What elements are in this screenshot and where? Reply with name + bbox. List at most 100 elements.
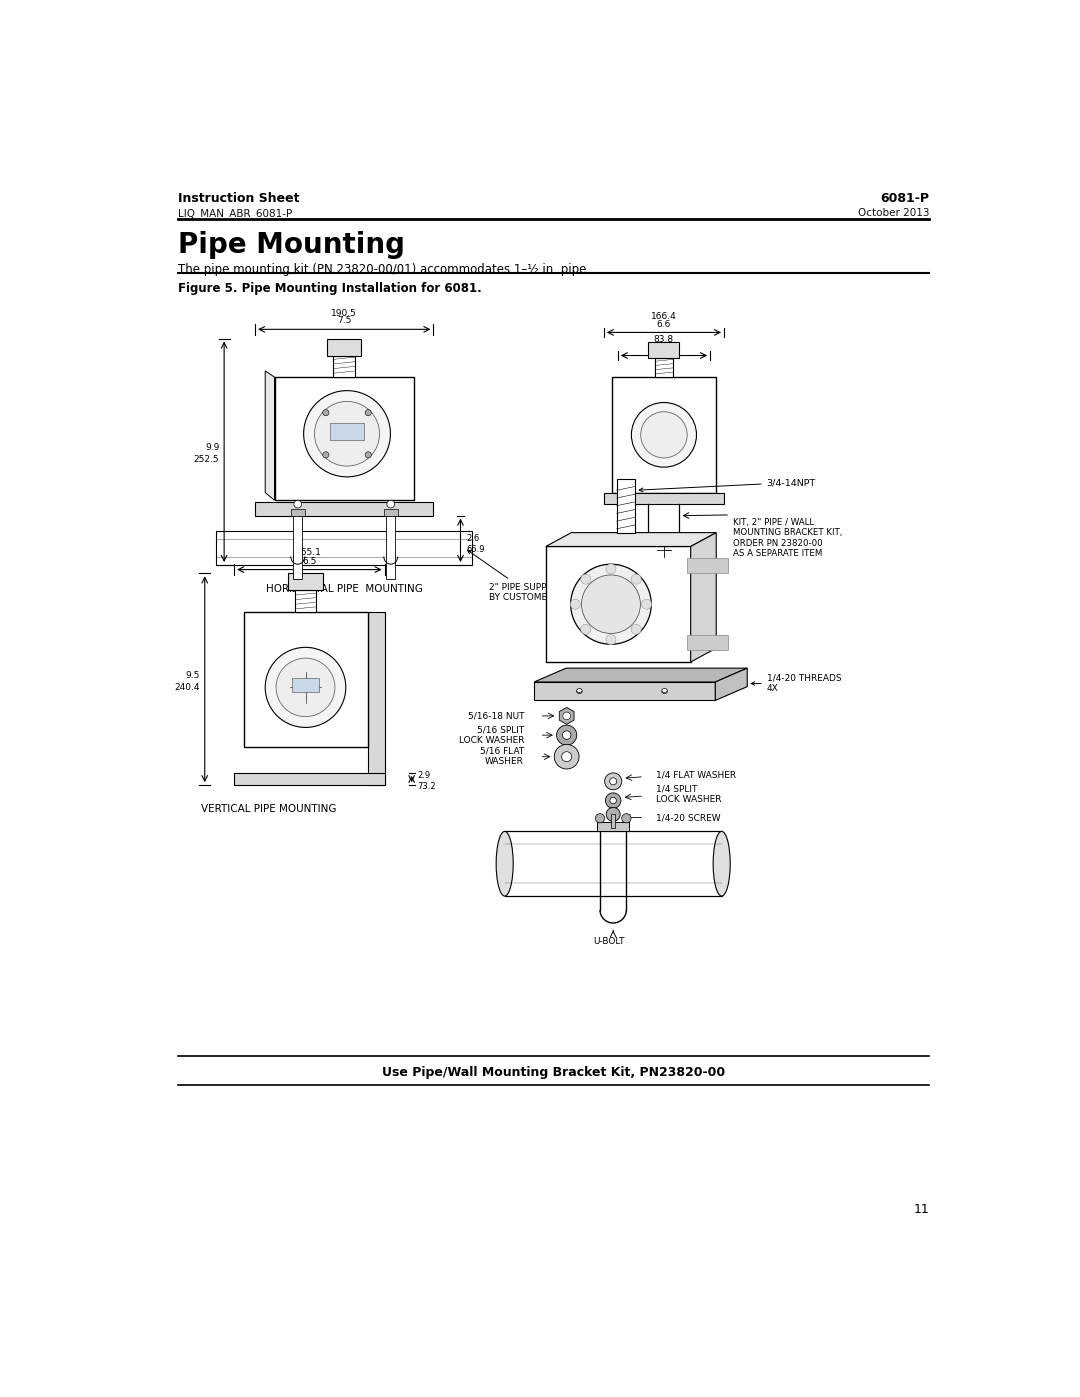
Polygon shape: [559, 707, 575, 725]
Bar: [611, 814, 616, 827]
Text: 6081-P: 6081-P: [880, 193, 930, 205]
Circle shape: [631, 624, 642, 634]
Text: 6.5: 6.5: [302, 557, 316, 566]
Circle shape: [581, 574, 591, 584]
Text: Figure 5. Pipe Mounting Installation for 6081.: Figure 5. Pipe Mounting Installation for…: [177, 282, 482, 295]
Text: HORIZONTAL PIPE  MOUNTING: HORIZONTAL PIPE MOUNTING: [266, 584, 422, 594]
Circle shape: [606, 564, 616, 574]
Bar: [597, 823, 630, 831]
Text: 2.6: 2.6: [465, 534, 480, 542]
Text: 1/4-20 SCREW: 1/4-20 SCREW: [656, 813, 720, 821]
Circle shape: [294, 500, 301, 509]
Circle shape: [314, 401, 379, 467]
Bar: [611, 377, 716, 493]
Text: VERTICAL PIPE MOUNTING: VERTICAL PIPE MOUNTING: [201, 805, 336, 814]
Polygon shape: [266, 372, 274, 500]
Bar: [274, 377, 414, 500]
Text: 252.5: 252.5: [193, 455, 219, 464]
Text: 2.9: 2.9: [417, 771, 430, 781]
Bar: [367, 612, 384, 785]
Bar: [687, 557, 728, 573]
Ellipse shape: [713, 831, 730, 895]
Bar: [330, 423, 364, 440]
Bar: [383, 509, 397, 515]
Text: 5/16 SPLIT
LOCK WASHER: 5/16 SPLIT LOCK WASHER: [459, 725, 524, 745]
Bar: [334, 355, 355, 377]
Text: 5/16 FLAT
WASHER: 5/16 FLAT WASHER: [480, 747, 524, 767]
Circle shape: [581, 624, 591, 634]
Text: 2" PIPE SUPPLIED
BY CUSTOMER: 2" PIPE SUPPLIED BY CUSTOMER: [468, 550, 567, 602]
Bar: [291, 509, 305, 515]
Bar: [255, 502, 433, 515]
Text: 1/4 SPLIT
LOCK WASHER: 1/4 SPLIT LOCK WASHER: [656, 785, 721, 805]
Circle shape: [609, 778, 617, 785]
Bar: [535, 682, 715, 700]
Text: Use Pipe/Wall Mounting Bracket Kit, PN23820-00: Use Pipe/Wall Mounting Bracket Kit, PN23…: [382, 1066, 725, 1080]
Text: 166.4: 166.4: [651, 312, 677, 321]
Bar: [545, 546, 691, 662]
Bar: [687, 636, 728, 651]
Circle shape: [303, 391, 391, 476]
Circle shape: [323, 451, 329, 458]
Text: 190.5: 190.5: [332, 309, 357, 317]
Circle shape: [323, 409, 329, 416]
Text: 165.1: 165.1: [296, 548, 322, 557]
Circle shape: [563, 731, 571, 739]
Circle shape: [595, 813, 605, 823]
Ellipse shape: [577, 689, 582, 693]
Circle shape: [581, 576, 640, 633]
Circle shape: [365, 409, 372, 416]
Circle shape: [570, 599, 580, 609]
Text: The pipe mounting kit (PN 23820-00/01) accommodates 1–½ in. pipe: The pipe mounting kit (PN 23820-00/01) a…: [177, 263, 586, 277]
Circle shape: [554, 745, 579, 768]
Bar: [617, 479, 635, 532]
Text: October 2013: October 2013: [858, 208, 930, 218]
Text: LIQ_MAN_ABR_6081-P: LIQ_MAN_ABR_6081-P: [177, 208, 292, 219]
Circle shape: [606, 793, 621, 809]
Polygon shape: [715, 668, 747, 700]
Text: 5/16-18 NUT: 5/16-18 NUT: [468, 711, 524, 721]
Text: 240.4: 240.4: [175, 683, 200, 692]
Circle shape: [562, 752, 571, 761]
Circle shape: [570, 564, 651, 644]
Text: Instruction Sheet: Instruction Sheet: [177, 193, 299, 205]
Text: 1/4-20 THREADS
4X: 1/4-20 THREADS 4X: [751, 673, 841, 693]
Text: 65.9: 65.9: [465, 545, 485, 555]
Bar: [654, 358, 673, 377]
Text: 83.8: 83.8: [653, 335, 674, 344]
Circle shape: [556, 725, 577, 745]
Text: 9.5: 9.5: [186, 671, 200, 680]
Circle shape: [642, 599, 651, 609]
Bar: [387, 515, 395, 578]
Ellipse shape: [662, 690, 667, 693]
Bar: [288, 573, 323, 591]
Text: 3.3: 3.3: [657, 342, 671, 352]
Bar: [504, 831, 721, 895]
Circle shape: [563, 712, 570, 719]
Circle shape: [640, 412, 687, 458]
Text: Pipe Mounting: Pipe Mounting: [177, 231, 405, 258]
Ellipse shape: [496, 831, 513, 895]
Text: 9.9: 9.9: [205, 443, 219, 453]
Text: 1/4 FLAT WASHER: 1/4 FLAT WASHER: [656, 771, 735, 780]
Text: 3/4-14NPT: 3/4-14NPT: [639, 478, 815, 492]
Circle shape: [610, 798, 617, 803]
Circle shape: [365, 451, 372, 458]
Bar: [296, 591, 315, 612]
Ellipse shape: [577, 690, 582, 693]
Polygon shape: [545, 532, 716, 546]
Bar: [216, 531, 472, 564]
Circle shape: [387, 500, 394, 509]
Circle shape: [605, 773, 622, 789]
Circle shape: [622, 813, 631, 823]
Bar: [234, 773, 384, 785]
Circle shape: [276, 658, 335, 717]
Circle shape: [266, 647, 346, 728]
Text: 73.2: 73.2: [417, 782, 435, 791]
Text: 11: 11: [914, 1203, 930, 1217]
Circle shape: [632, 402, 697, 467]
Text: 6.6: 6.6: [657, 320, 671, 328]
Bar: [327, 338, 362, 355]
Bar: [294, 515, 302, 578]
Circle shape: [606, 807, 620, 821]
